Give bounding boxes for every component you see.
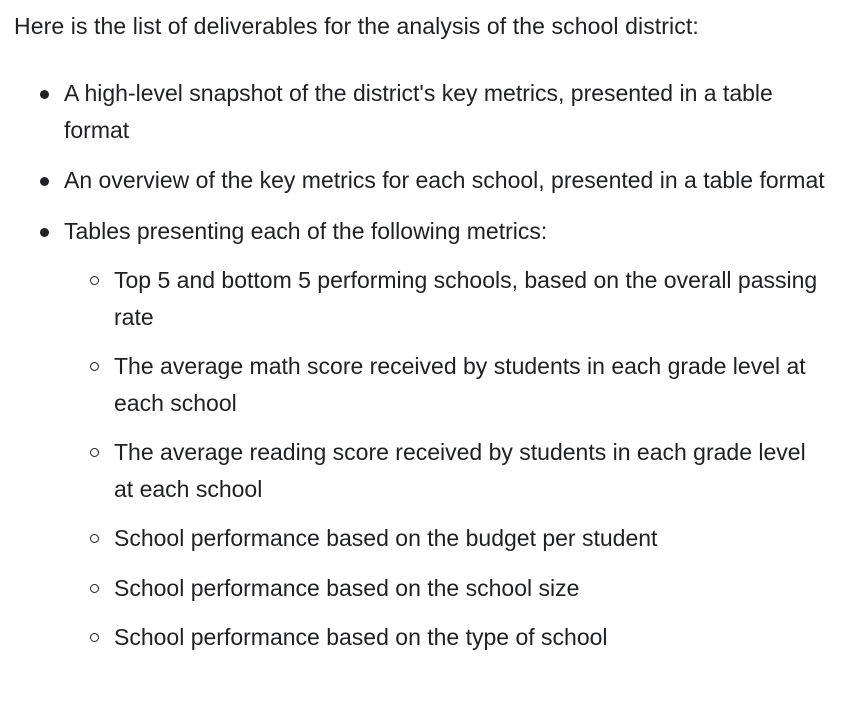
sublist-item: School performance based on the type of … bbox=[64, 619, 839, 656]
list-item: Tables presenting each of the following … bbox=[0, 213, 847, 656]
list-item-text: An overview of the key metrics for each … bbox=[64, 167, 825, 193]
sublist-item-text: School performance based on the school s… bbox=[114, 574, 580, 601]
bullet-circle-icon bbox=[90, 448, 99, 457]
sublist-item-text: School performance based on the budget p… bbox=[114, 525, 658, 551]
metrics-sublist: Top 5 and bottom 5 performing schools, b… bbox=[64, 262, 839, 656]
sublist-item: School performance based on the budget p… bbox=[64, 520, 839, 557]
sublist-item-text: School performance based on the type of … bbox=[114, 624, 608, 650]
bullet-dot-icon bbox=[40, 90, 49, 99]
sublist-item: School performance based on the school s… bbox=[64, 570, 839, 607]
bullet-dot-icon bbox=[40, 227, 49, 237]
list-item: An overview of the key metrics for each … bbox=[0, 162, 847, 199]
bullet-circle-icon bbox=[90, 534, 99, 543]
bullet-dot-icon bbox=[40, 177, 49, 186]
bullet-circle-icon bbox=[90, 362, 99, 371]
sublist-item-text: The average reading score received by st… bbox=[114, 439, 806, 502]
sublist-item: The average math score received by stude… bbox=[64, 348, 839, 421]
list-item-text: Tables presenting each of the following … bbox=[64, 217, 548, 244]
intro-text: Here is the list of deliverables for the… bbox=[14, 13, 699, 39]
bullet-circle-icon bbox=[90, 583, 99, 593]
sublist-item: The average reading score received by st… bbox=[64, 434, 839, 507]
deliverables-list: A high-level snapshot of the district's … bbox=[0, 75, 847, 670]
sublist-item-text: The average math score received by stude… bbox=[114, 353, 806, 416]
list-item-text: A high-level snapshot of the district's … bbox=[64, 80, 773, 143]
bullet-circle-icon bbox=[90, 276, 99, 285]
sublist-item: Top 5 and bottom 5 performing schools, b… bbox=[64, 262, 839, 335]
sublist-item-text: Top 5 and bottom 5 performing schools, b… bbox=[114, 267, 818, 330]
bullet-circle-icon bbox=[90, 633, 99, 642]
list-item: A high-level snapshot of the district's … bbox=[0, 75, 847, 148]
